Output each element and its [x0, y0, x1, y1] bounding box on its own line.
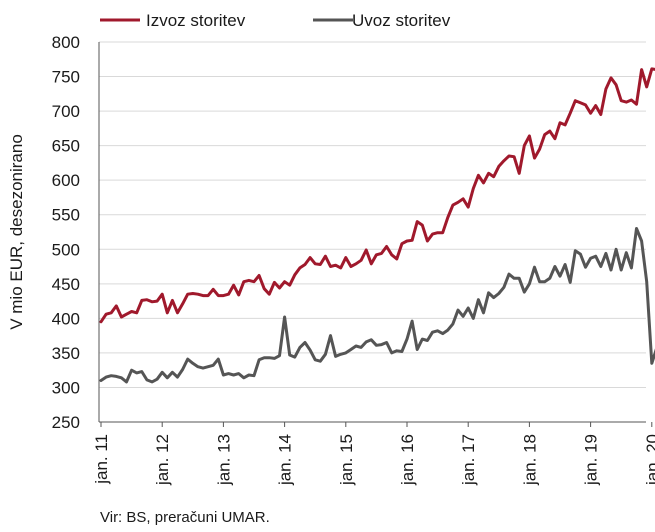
x-tick-label: jan. 16: [398, 434, 417, 486]
series-line-uvoz: [99, 227, 655, 384]
gridlines: [99, 41, 646, 388]
x-tick-label: jan. 18: [520, 434, 539, 486]
axes: [98, 42, 646, 423]
x-tick-label: jan. 17: [459, 434, 478, 486]
x-tick-labels: jan. 11 jan. 12 jan. 13 jan. 14 jan. 15 jan. …: [92, 422, 655, 486]
y-tick-label: 300: [52, 378, 80, 397]
y-tick-label: 650: [52, 137, 80, 156]
x-tick-label: jan. 13: [214, 434, 233, 486]
legend-label-uvoz: Uvoz storitev: [352, 11, 451, 30]
x-tick-label: jan. 19: [582, 434, 601, 486]
legend: Izvoz storitev Uvoz storitev: [100, 11, 451, 30]
y-tick-label: 800: [52, 33, 80, 52]
x-tick-label: jan. 14: [276, 434, 295, 486]
y-tick-label: 700: [52, 102, 80, 121]
y-tick-label: 500: [52, 240, 80, 259]
source-note: Vir: BS, preračuni UMAR.: [100, 509, 270, 526]
y-tick-label: 350: [52, 344, 80, 363]
y-tick-label: 750: [52, 68, 80, 87]
x-tick-label: jan. 15: [337, 434, 356, 486]
y-tick-label: 250: [52, 413, 80, 432]
series-lines: [99, 67, 655, 384]
x-tick-label: jan. 11: [92, 434, 111, 485]
legend-label-izvoz: Izvoz storitev: [146, 11, 246, 30]
y-tick-label: 400: [52, 309, 80, 328]
y-tick-label: 450: [52, 275, 80, 294]
y-tick-label: 600: [52, 171, 80, 190]
series-line-izvoz: [99, 67, 655, 324]
y-tick-label: 550: [52, 206, 80, 225]
x-tick-label: jan. 20: [643, 434, 655, 486]
y-tick-labels: 250 300 350 400 450 500 550 600 650 700 750 800: [52, 33, 80, 432]
y-axis-title: V mio EUR, desezonirano: [7, 134, 26, 330]
x-tick-label: jan. 12: [153, 434, 172, 486]
